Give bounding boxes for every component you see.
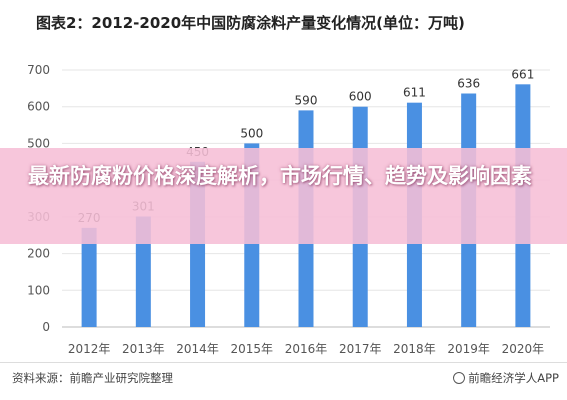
bar xyxy=(135,216,151,327)
y-tick-label: 200 xyxy=(27,247,50,261)
y-tick-label: 0 xyxy=(42,320,50,334)
x-tick-label: 2012年 xyxy=(68,342,111,356)
x-tick-label: 2018年 xyxy=(393,342,436,356)
x-tick-label: 2020年 xyxy=(502,342,545,356)
source-text: 资料来源：前瞻产业研究院整理 xyxy=(12,371,173,385)
bar-value-label: 500 xyxy=(240,126,263,140)
overlay-banner xyxy=(0,148,567,244)
article-headline[interactable]: 最新防腐粉价格深度解析，市场行情、趋势及影响因素 xyxy=(28,164,532,188)
x-tick-label: 2015年 xyxy=(231,342,274,356)
y-tick-label: 700 xyxy=(27,63,50,77)
x-tick-label: 2014年 xyxy=(176,342,219,356)
app-credit-label: 前瞻经济学人APP xyxy=(468,371,559,385)
bar-value-label: 600 xyxy=(349,90,372,104)
y-tick-label: 500 xyxy=(27,136,50,150)
footer-divider xyxy=(0,362,567,363)
y-tick-label: 600 xyxy=(27,100,50,114)
bar-value-label: 590 xyxy=(295,93,318,107)
chart-title: 图表2：2012-2020年中国防腐涂料产量变化情况(单位：万吨) xyxy=(36,14,465,32)
app-logo-icon xyxy=(453,372,466,384)
x-tick-label: 2017年 xyxy=(339,342,382,356)
bar-value-label: 611 xyxy=(403,86,426,100)
app-credit: 前瞻经济学人APP xyxy=(453,370,559,386)
bar-value-label: 661 xyxy=(511,67,534,81)
x-tick-label: 2016年 xyxy=(285,342,328,356)
x-tick-label: 2013年 xyxy=(122,342,165,356)
x-tick-label: 2019年 xyxy=(447,342,490,356)
bar-value-label: 636 xyxy=(457,76,480,90)
y-tick-label: 100 xyxy=(27,283,50,297)
bar xyxy=(81,227,97,327)
